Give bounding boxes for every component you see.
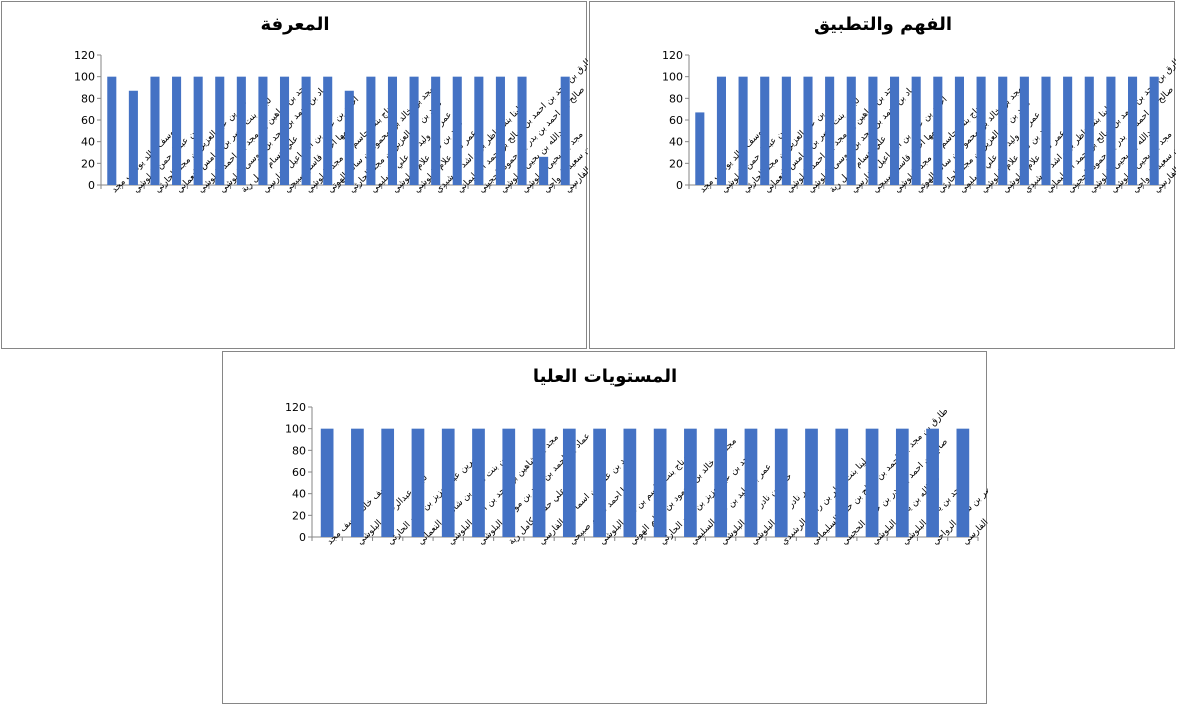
bar xyxy=(474,76,484,185)
bar xyxy=(593,428,606,537)
bar xyxy=(716,76,726,185)
bar xyxy=(236,76,246,185)
bar xyxy=(890,76,900,185)
y-tick-label: 100 xyxy=(74,71,95,84)
bar xyxy=(560,76,570,185)
bar xyxy=(653,428,667,537)
bar xyxy=(1063,76,1073,185)
bar xyxy=(998,76,1008,185)
chart-title: المعرفة xyxy=(260,14,329,35)
bar xyxy=(976,76,986,185)
bar xyxy=(1041,76,1051,185)
y-tick-label: 100 xyxy=(285,423,306,436)
y-tick-label: 0 xyxy=(299,531,306,544)
bar xyxy=(409,76,419,185)
bar xyxy=(868,76,878,185)
y-tick-label: 80 xyxy=(81,92,95,105)
y-tick-label: 20 xyxy=(292,509,306,522)
bar xyxy=(351,428,364,537)
y-tick-label: 20 xyxy=(669,157,683,170)
y-tick-label: 60 xyxy=(81,114,95,127)
bar xyxy=(172,76,182,185)
bar xyxy=(562,428,576,537)
chart-panel-higher-levels: المستويات العليا020406080100120يوسف خالد… xyxy=(222,351,988,704)
bar xyxy=(895,428,909,537)
y-tick-label: 120 xyxy=(285,401,306,414)
bar xyxy=(805,428,818,537)
bar xyxy=(803,76,813,185)
y-tick-label: 60 xyxy=(292,466,306,479)
bar xyxy=(279,76,290,185)
bar xyxy=(472,428,485,537)
bar xyxy=(150,76,160,185)
y-tick-label: 0 xyxy=(676,179,683,192)
bar xyxy=(1019,76,1029,185)
bar xyxy=(539,156,549,185)
bar xyxy=(1149,76,1159,185)
bar xyxy=(258,76,268,185)
bar xyxy=(695,112,705,185)
bar xyxy=(431,76,441,185)
bar xyxy=(954,76,964,185)
bar xyxy=(387,76,398,185)
bar xyxy=(956,428,970,537)
y-tick-label: 0 xyxy=(88,179,95,192)
bar xyxy=(411,428,425,537)
bar xyxy=(441,428,455,537)
y-tick-label: 40 xyxy=(81,136,95,149)
bar xyxy=(623,428,637,537)
y-tick-label: 20 xyxy=(81,157,95,170)
bar xyxy=(532,428,546,537)
bar xyxy=(714,428,728,537)
bar xyxy=(193,76,203,185)
bar xyxy=(502,428,516,537)
bar xyxy=(366,76,376,185)
bar xyxy=(1106,76,1116,185)
bar xyxy=(495,76,505,185)
bar xyxy=(323,76,333,185)
chart-panel-knowledge: المعرفة 0 20 40 60 80 100 120 يوسف خالد يوسف مجد… xyxy=(1,1,588,349)
bar xyxy=(825,76,835,185)
bar xyxy=(744,428,758,537)
bar xyxy=(835,428,849,537)
bar xyxy=(320,428,334,537)
bar xyxy=(911,76,921,185)
bar xyxy=(301,76,311,185)
bar xyxy=(215,76,225,185)
bar xyxy=(107,76,117,185)
bar xyxy=(933,76,943,185)
bar xyxy=(865,428,879,537)
bar xyxy=(760,76,770,185)
bar xyxy=(684,428,697,537)
bar xyxy=(344,90,354,185)
y-tick-label: 120 xyxy=(662,49,683,62)
y-tick-label: 120 xyxy=(74,49,95,62)
bar xyxy=(1084,76,1094,185)
chart-title: الفهم والتطبيق xyxy=(814,14,952,35)
bar xyxy=(381,428,395,537)
bar xyxy=(452,76,462,185)
bar xyxy=(774,428,788,537)
y-tick-label: 40 xyxy=(669,136,683,149)
chart-higher-levels: المستويات العليا020406080100120يوسف خالد… xyxy=(285,366,988,547)
bar xyxy=(846,76,856,185)
chart-title: المستويات العليا xyxy=(533,366,677,387)
y-tick-label: 80 xyxy=(292,444,306,457)
bar xyxy=(128,90,138,185)
y-tick-label: 40 xyxy=(292,488,306,501)
bar xyxy=(517,76,527,185)
y-tick-label: 80 xyxy=(669,92,683,105)
chart-panel-understanding: الفهم والتطبيق 0 20 40 60 80 100 120 يوسف خالد ي… xyxy=(589,1,1176,349)
bar xyxy=(781,76,791,185)
y-tick-label: 60 xyxy=(669,114,683,127)
y-tick-label: 100 xyxy=(662,71,683,84)
bar xyxy=(926,428,939,537)
bar xyxy=(738,76,748,185)
bar xyxy=(1128,76,1138,185)
